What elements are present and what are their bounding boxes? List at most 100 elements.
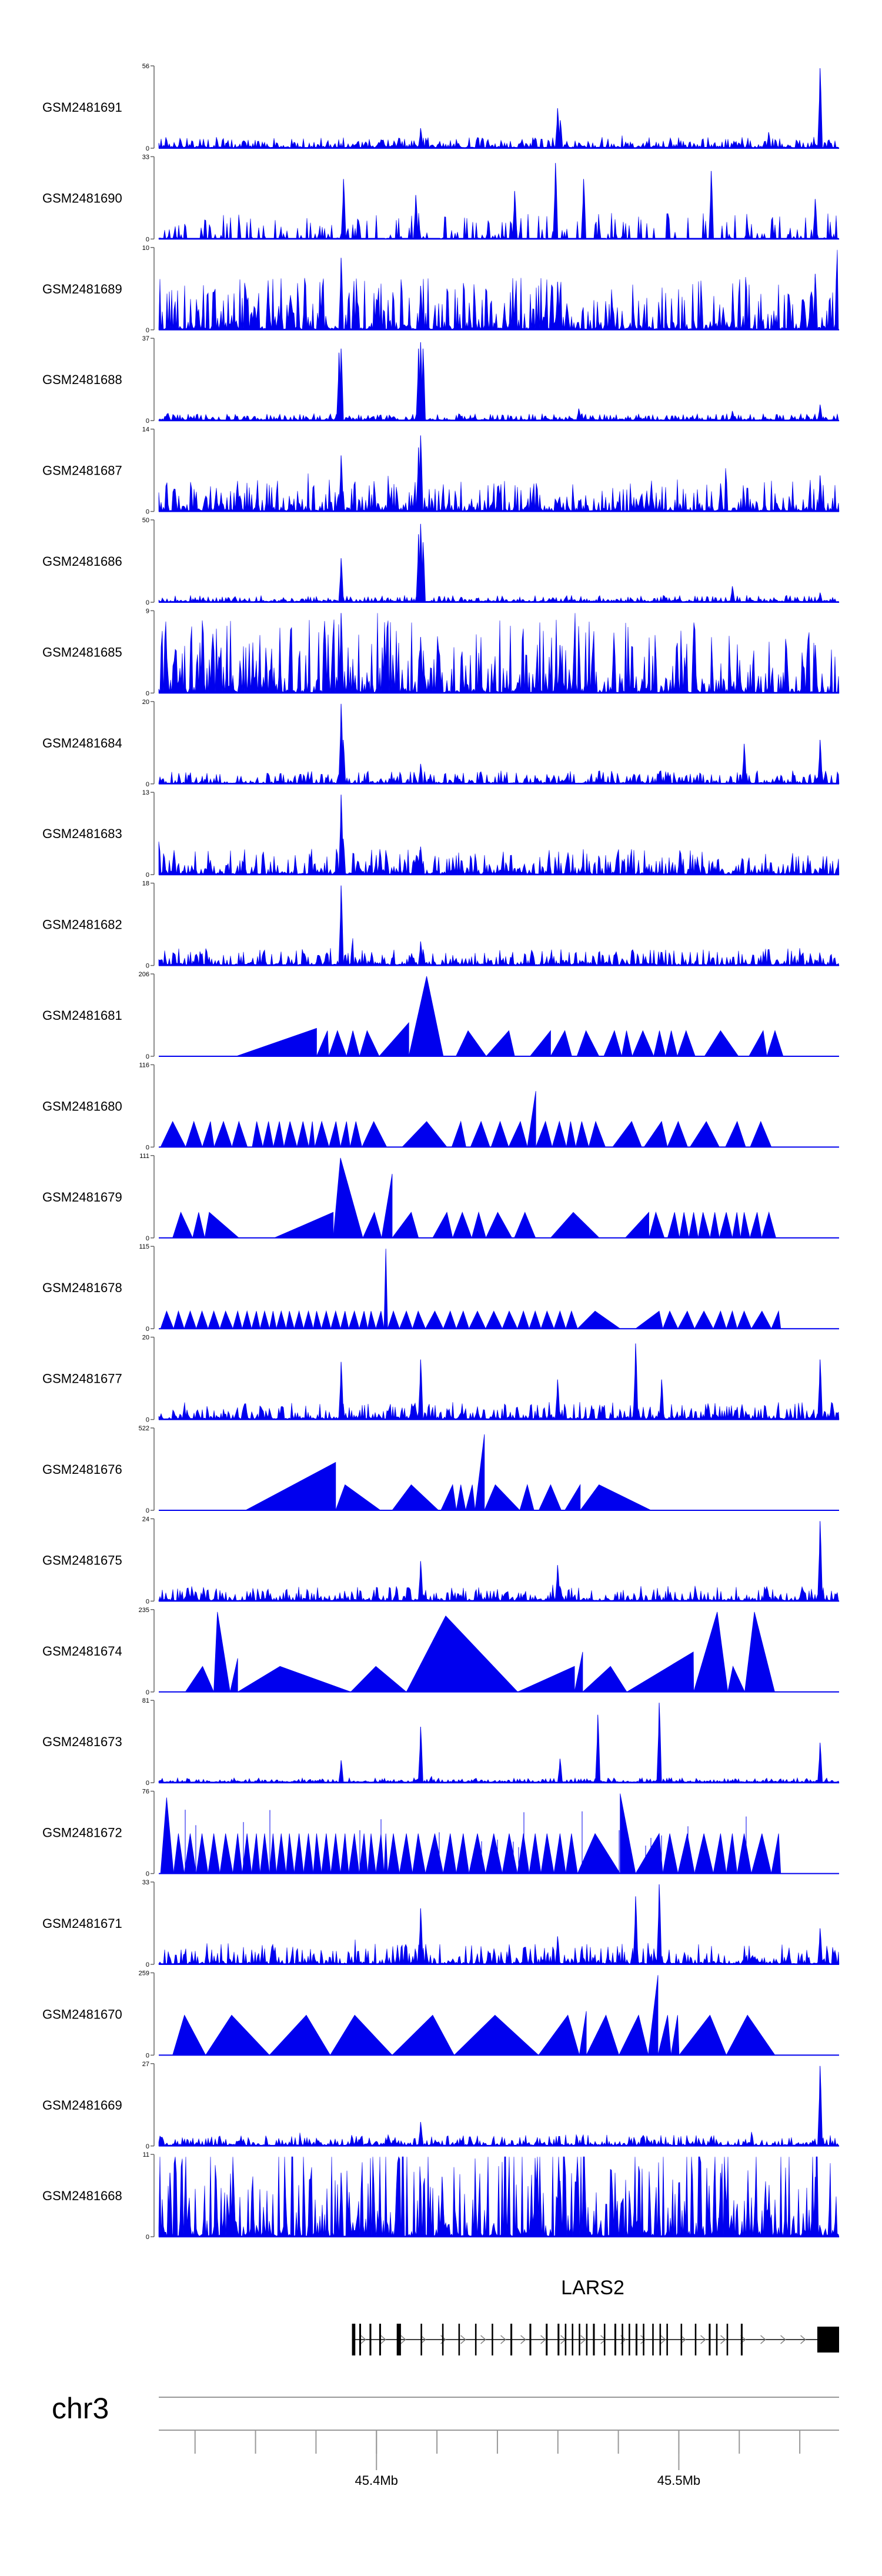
coverage-triangle xyxy=(538,1484,562,1511)
coverage-triangle xyxy=(677,1030,696,1057)
coverage-triangle xyxy=(469,1833,486,1874)
coverage-triangle xyxy=(348,1833,360,1874)
y-min-label: 0 xyxy=(146,2143,149,2150)
track-GSM2481677: GSM2481677 20 0 xyxy=(42,1334,840,1424)
coverage-triangle xyxy=(286,1833,295,1874)
y-max-label: 259 xyxy=(139,1970,149,1977)
coverage-peak xyxy=(338,1362,344,1420)
y-max-label: 81 xyxy=(142,1697,149,1704)
coverage-peak xyxy=(417,128,423,149)
coverage-triangle xyxy=(452,1212,472,1239)
coverage-triangle xyxy=(185,1120,203,1147)
gene-exon xyxy=(352,2324,356,2355)
coverage-peak xyxy=(413,195,419,239)
coverage-triangle xyxy=(185,1666,215,1693)
coverage-triangle xyxy=(484,1484,520,1511)
coverage-triangle xyxy=(693,1611,729,1693)
y-min-label: 0 xyxy=(146,1144,149,1151)
coverage-triangle xyxy=(603,1030,622,1057)
coverage-triangle xyxy=(726,1310,738,1329)
strand-chevron xyxy=(380,2335,386,2344)
coverage-triangle xyxy=(328,1121,341,1147)
y-max-label: 27 xyxy=(142,2061,149,2068)
coverage-triangle xyxy=(303,1310,314,1329)
coverage-triangle xyxy=(443,1833,457,1874)
coverage-triangle xyxy=(455,1030,487,1057)
coverage-triangle xyxy=(340,1311,349,1329)
coverage-triangle xyxy=(744,1611,775,1693)
coverage-triangle xyxy=(406,1615,519,1693)
y-min-label: 0 xyxy=(146,509,149,516)
coverage-triangle xyxy=(213,1120,232,1147)
coverage-triangle xyxy=(308,1121,315,1147)
track-label: GSM2481687 xyxy=(42,463,122,478)
track-GSM2481682: GSM2481682 18 0 xyxy=(42,880,840,970)
coverage-triangle xyxy=(485,1310,503,1329)
coverage-triangle xyxy=(634,1310,663,1329)
coverage-triangle xyxy=(340,1833,349,1874)
coverage-peak xyxy=(417,637,423,693)
coverage-triangle xyxy=(399,1310,413,1329)
coverage-triangle xyxy=(588,1120,606,1147)
strand-chevron xyxy=(520,2335,526,2344)
gene-exon xyxy=(629,2324,630,2355)
coverage-triangle xyxy=(192,1212,205,1239)
coverage-peak xyxy=(417,1561,423,1601)
coverage-triangle xyxy=(313,1311,322,1329)
strand-chevron xyxy=(400,2335,406,2344)
coverage-triangle xyxy=(313,1833,322,1874)
track-label: GSM2481691 xyxy=(42,100,122,115)
coverage-triangle xyxy=(283,1121,298,1147)
y-min-label: 0 xyxy=(146,1053,149,1060)
coverage-peak xyxy=(417,763,423,785)
track-GSM2481690: GSM2481690 33 0 xyxy=(42,154,840,243)
coverage-triangle xyxy=(517,1666,575,1693)
coverage-peak xyxy=(766,132,771,149)
coverage-triangle xyxy=(662,1310,679,1329)
coverage-triangle xyxy=(172,1212,193,1239)
coverage-triangle xyxy=(348,1310,360,1329)
coverage-triangle xyxy=(502,1310,518,1329)
coverage-triangle xyxy=(160,1797,174,1874)
y-min-label: 0 xyxy=(146,1507,149,1514)
coverage-peak xyxy=(812,273,818,331)
gene-exon xyxy=(709,2324,711,2355)
gene-exon xyxy=(659,2324,662,2355)
coverage-signal xyxy=(158,2156,840,2237)
coverage-triangle xyxy=(440,1484,457,1511)
coverage-triangle xyxy=(362,1212,382,1239)
track-label: GSM2481672 xyxy=(42,1826,122,1840)
coverage-triangle xyxy=(367,1311,376,1329)
coverage-triangle xyxy=(465,1484,476,1511)
coverage-triangle xyxy=(340,1121,350,1147)
coverage-triangle xyxy=(586,2014,620,2056)
coverage-triangle xyxy=(204,1212,240,1239)
coverage-triangle xyxy=(350,1121,363,1147)
coverage-triangle xyxy=(330,1310,341,1329)
coverage-triangle xyxy=(624,1212,649,1239)
gene-exon xyxy=(680,2324,683,2355)
y-max-label: 11 xyxy=(143,2151,149,2158)
track-GSM2481684: GSM2481684 20 0 xyxy=(42,699,840,788)
gene-exon xyxy=(510,2324,513,2355)
y-max-label: 10 xyxy=(142,245,149,252)
coverage-triangle xyxy=(361,1120,387,1147)
y-min-label: 0 xyxy=(146,418,149,425)
coverage-triangle xyxy=(643,1120,668,1147)
track-label: GSM2481676 xyxy=(42,1462,122,1477)
coverage-triangle xyxy=(276,1833,286,1874)
y-max-label: 9 xyxy=(146,608,149,615)
coverage-peak xyxy=(708,171,714,239)
coverage-triangle xyxy=(251,1311,260,1329)
coverage-peak xyxy=(420,949,426,966)
coverage-peak xyxy=(338,885,344,966)
coverage-triangle xyxy=(335,1484,382,1511)
coverage-triangle xyxy=(540,1310,554,1329)
coverage-triangle xyxy=(565,1833,578,1874)
track-GSM2481689: GSM2481689 10 0 xyxy=(42,245,840,334)
coverage-signal xyxy=(158,1939,840,1965)
coverage-triangle xyxy=(485,1833,503,1874)
coverage-triangle xyxy=(490,1120,509,1147)
coverage-triangle xyxy=(367,1833,376,1874)
gene-exon xyxy=(564,2324,567,2355)
